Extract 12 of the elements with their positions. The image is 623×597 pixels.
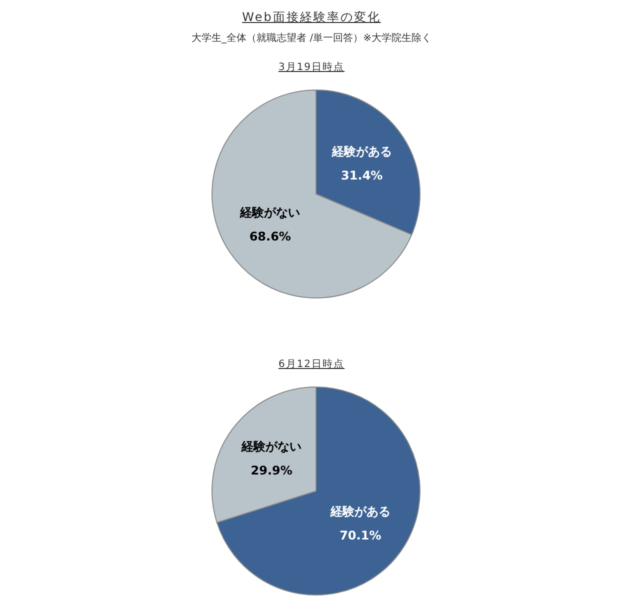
slice-label: 経験がある xyxy=(330,144,392,159)
slice-label: 経験がない xyxy=(239,205,300,220)
data-label: 29.9% xyxy=(250,464,292,478)
chart-title: 6月12日時点 xyxy=(278,359,345,371)
data-label: 70.1% xyxy=(340,528,382,542)
data-label: 31.4% xyxy=(341,168,383,183)
chart-title: Web面接経験率の変化 xyxy=(242,10,381,24)
slice-label: 経験がない xyxy=(240,440,302,454)
chart-subtitle: 大学生_全体（就職志望者 /単一回答）※大学院生除く xyxy=(192,33,432,45)
text: 3月19日時点 xyxy=(278,62,345,74)
data-label: 68.6% xyxy=(249,229,291,244)
slice-label: 経験がある xyxy=(329,504,390,518)
